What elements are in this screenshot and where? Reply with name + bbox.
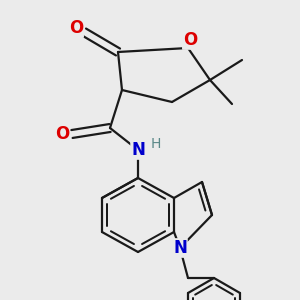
Text: H: H	[151, 137, 161, 151]
Text: O: O	[183, 31, 197, 49]
Text: O: O	[55, 125, 69, 143]
Text: N: N	[131, 141, 145, 159]
Text: N: N	[173, 239, 187, 257]
Text: O: O	[69, 19, 83, 37]
